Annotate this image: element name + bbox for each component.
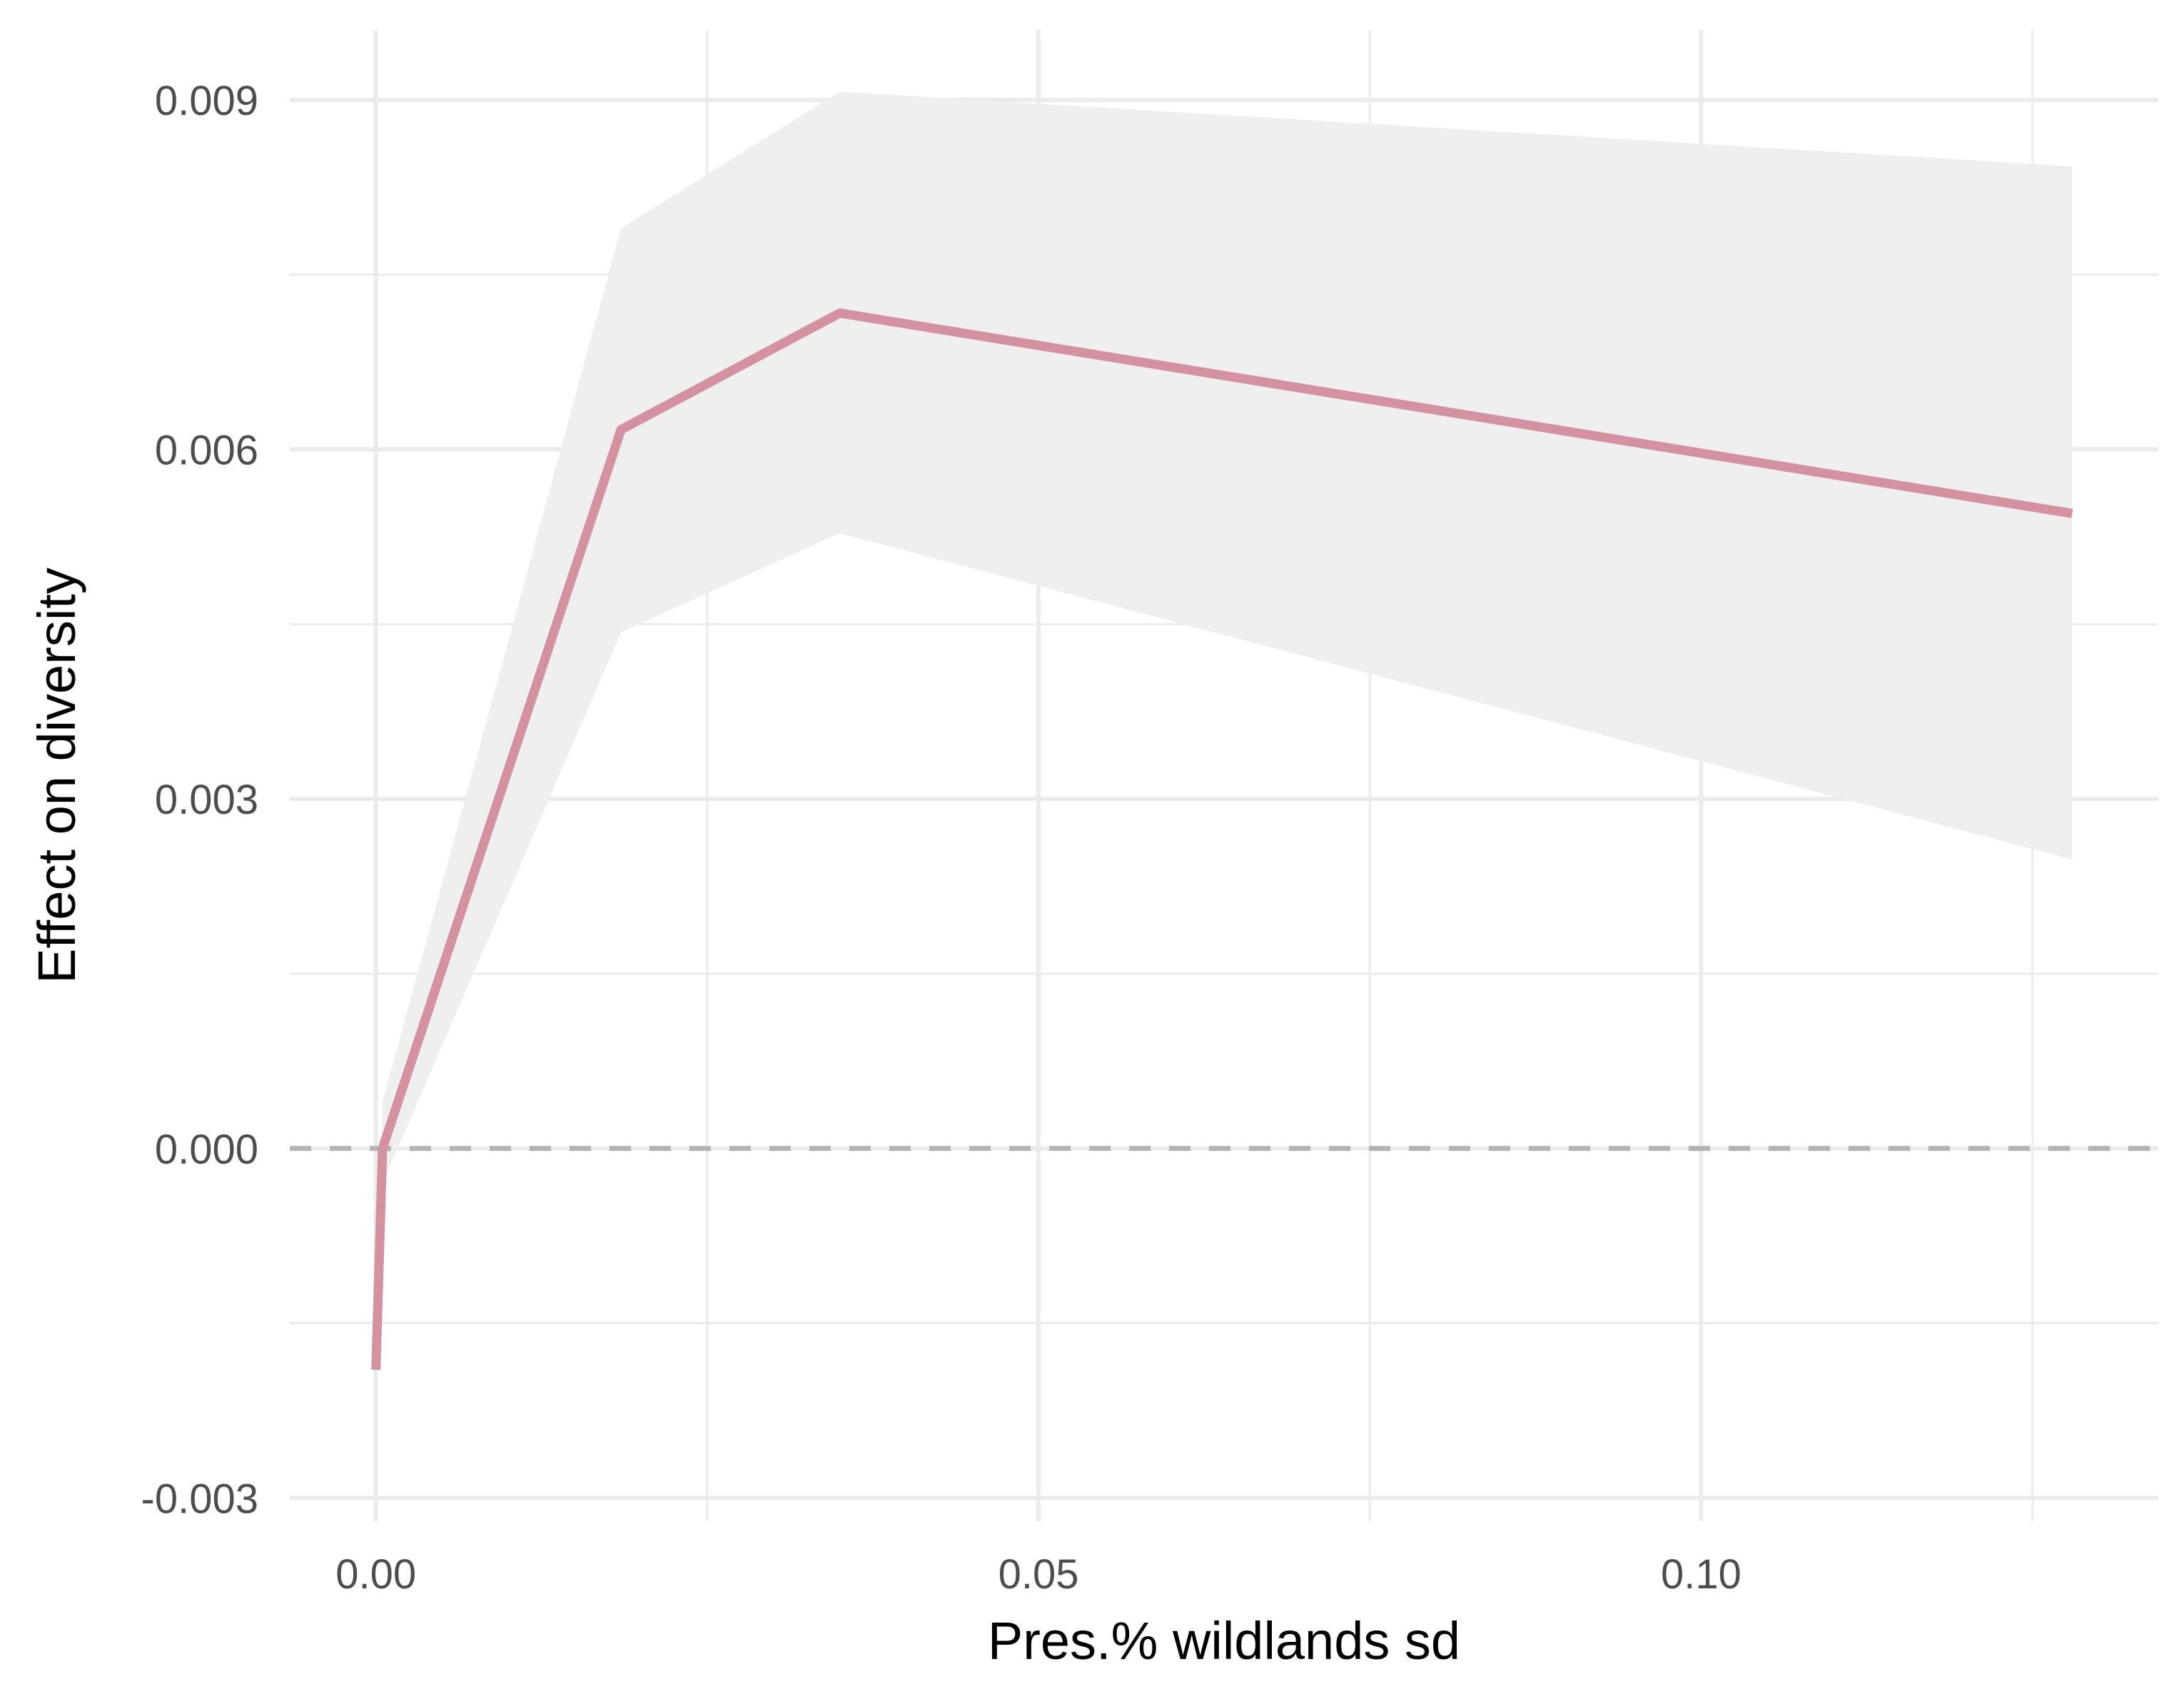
- y-tick-label: -0.003: [141, 1476, 258, 1522]
- series-line-layer: [371, 308, 2073, 1371]
- x-tick-label: 0.10: [1661, 1551, 1741, 1598]
- x-axis-title: Pres.% wildlands sd: [988, 1611, 1460, 1670]
- series-line: [371, 308, 2073, 1371]
- confidence-ribbon: [375, 91, 2073, 1393]
- y-tick-label: 0.009: [155, 78, 258, 124]
- y-tick-label: 0.000: [155, 1126, 258, 1173]
- confidence-ribbon-layer: [375, 91, 2073, 1393]
- y-tick-label: 0.003: [155, 777, 258, 823]
- y-axis-title: Effect on diversity: [27, 568, 86, 984]
- x-tick-label: 0.00: [335, 1551, 416, 1598]
- x-tick-label: 0.05: [999, 1551, 1079, 1598]
- y-tick-labels: -0.003 0.000 0.003 0.006 0.009: [141, 78, 258, 1522]
- y-tick-label: 0.006: [155, 428, 258, 474]
- x-tick-labels: 0.00 0.05 0.10: [335, 1551, 1741, 1598]
